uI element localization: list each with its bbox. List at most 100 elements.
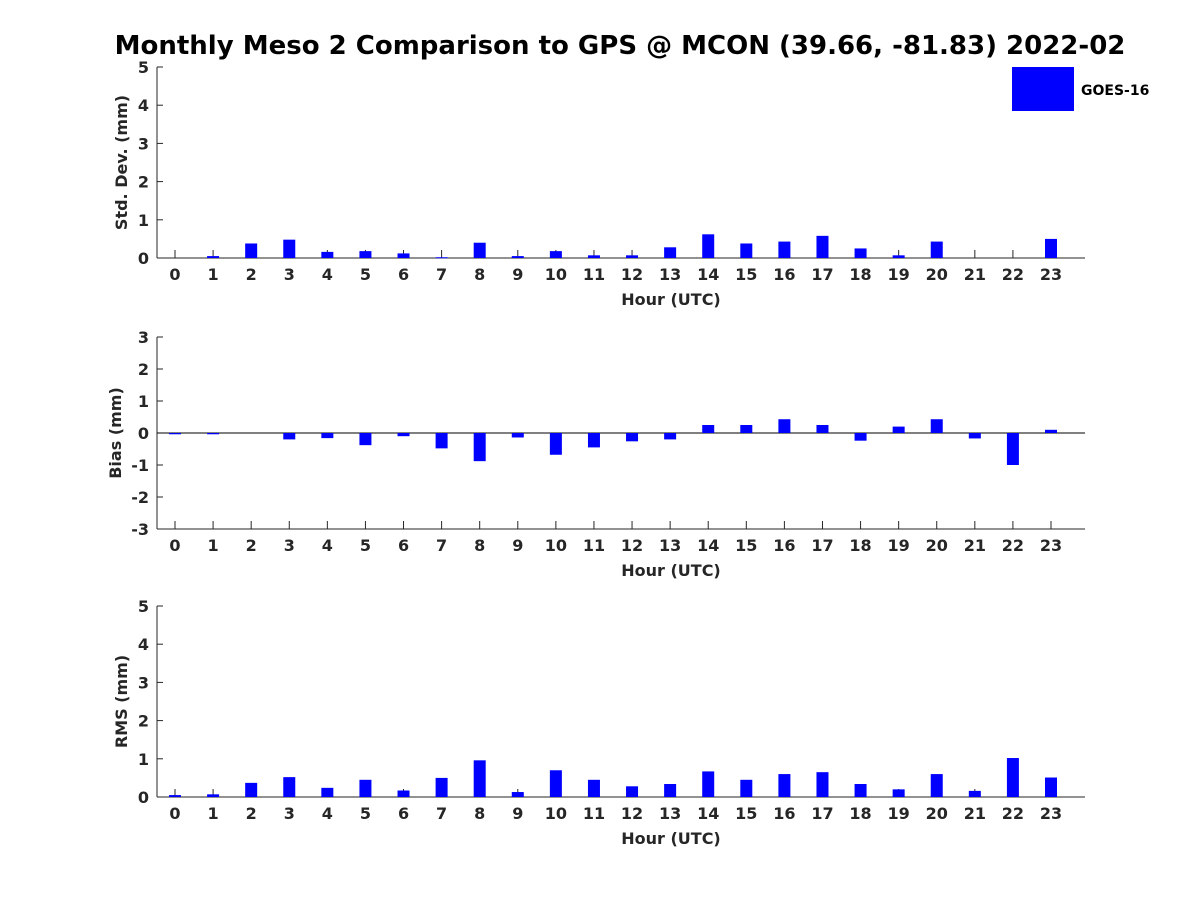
bias-x-tick-label: 17 — [811, 536, 833, 555]
rms-x-tick-label: 21 — [964, 804, 986, 823]
bias-y-tick-label: 1 — [138, 392, 149, 411]
rms-x-tick-label: 23 — [1040, 804, 1062, 823]
rms-bar — [1006, 758, 1019, 797]
bias-bar — [702, 425, 715, 433]
bias-x-tick-label: 6 — [398, 536, 409, 555]
rms-x-tick-label: 5 — [360, 804, 371, 823]
stddev-bar — [397, 253, 410, 258]
rms-y-tick-label: 1 — [138, 750, 149, 769]
rms-x-tick-label: 0 — [169, 804, 180, 823]
bias-bar — [816, 425, 829, 433]
stddev-x-tick-label: 1 — [208, 265, 219, 284]
rms-bar — [473, 760, 486, 797]
stddev-y-axis-label: Std. Dev. (mm) — [112, 95, 131, 230]
stddev-bar — [245, 243, 258, 258]
rms-x-tick-label: 16 — [773, 804, 795, 823]
stddev-bar — [207, 256, 220, 258]
stddev-x-tick-label: 21 — [964, 265, 986, 284]
bias-bar — [321, 433, 334, 439]
rms-bar — [892, 789, 905, 797]
bias-y-tick-label: 3 — [138, 328, 149, 347]
legend-label: GOES-16 — [1081, 83, 1149, 99]
rms-y-tick-label: 0 — [138, 788, 149, 807]
rms-x-tick-label: 3 — [284, 804, 295, 823]
bias-x-tick-label: 2 — [246, 536, 257, 555]
rms-bar — [435, 777, 448, 797]
bias-bar — [968, 433, 981, 439]
rms-bar — [702, 771, 715, 797]
stddev-x-tick-label: 14 — [697, 265, 719, 284]
stddev-y-tick-label: 0 — [138, 249, 149, 268]
rms-x-tick-label: 17 — [811, 804, 833, 823]
rms-bar — [930, 774, 943, 797]
bias-y-tick-label: -2 — [131, 488, 149, 507]
rms-bar — [169, 795, 181, 797]
stddev-bar — [435, 257, 448, 259]
bias-x-tick-label: 23 — [1040, 536, 1062, 555]
stddev-bar — [321, 251, 334, 258]
bias-x-axis-label: Hour (UTC) — [621, 561, 721, 580]
stddev-x-tick-label: 22 — [1002, 265, 1024, 284]
stddev-x-tick-label: 12 — [621, 265, 643, 284]
stddev-x-tick-label: 17 — [811, 265, 833, 284]
bias-bar — [549, 433, 562, 455]
rms-bar — [245, 782, 258, 797]
legend-swatch — [1012, 67, 1074, 111]
stddev-x-tick-label: 19 — [888, 265, 910, 284]
bias-x-tick-label: 20 — [926, 536, 948, 555]
bias-x-tick-label: 18 — [849, 536, 871, 555]
stddev-bar — [930, 241, 943, 258]
bias-x-tick-label: 8 — [474, 536, 485, 555]
rms-bar — [321, 787, 334, 797]
stddev-x-tick-label: 6 — [398, 265, 409, 284]
bias-bar — [359, 433, 372, 446]
rms-bar — [778, 774, 791, 797]
rms-x-tick-label: 10 — [545, 804, 567, 823]
rms-bar — [397, 790, 410, 797]
stddev-x-tick-label: 4 — [322, 265, 333, 284]
bias-x-tick-label: 16 — [773, 536, 795, 555]
rms-bar — [740, 779, 753, 797]
bias-bar — [511, 433, 524, 438]
rms-x-axis-label: Hour (UTC) — [621, 829, 721, 848]
bias-y-tick-label: -3 — [131, 520, 149, 539]
stddev-bar — [1045, 238, 1057, 258]
rms-bar — [207, 794, 220, 797]
stddev-y-tick-label: 5 — [138, 58, 149, 77]
stddev-x-tick-label: 5 — [360, 265, 371, 284]
rms-x-tick-label: 9 — [512, 804, 523, 823]
rms-bar — [283, 777, 296, 797]
bias-bar — [930, 419, 943, 433]
rms-x-tick-label: 20 — [926, 804, 948, 823]
bias-y-tick-label: -1 — [131, 456, 149, 475]
stddev-bar — [816, 235, 829, 258]
bias-x-tick-label: 21 — [964, 536, 986, 555]
rms-x-tick-label: 11 — [583, 804, 605, 823]
stddev-bar — [854, 248, 867, 258]
stddev-x-tick-label: 20 — [926, 265, 948, 284]
rms-bar — [968, 790, 981, 797]
bias-x-tick-label: 12 — [621, 536, 643, 555]
rms-x-tick-label: 8 — [474, 804, 485, 823]
bias-x-tick-label: 13 — [659, 536, 681, 555]
bias-bar — [626, 433, 639, 442]
stddev-y-tick-label: 4 — [138, 96, 149, 115]
bias-bar — [740, 425, 753, 433]
rms-bar — [626, 786, 639, 797]
stddev-bar — [283, 239, 296, 258]
stddev-x-tick-label: 10 — [545, 265, 567, 284]
bias-x-tick-label: 19 — [888, 536, 910, 555]
stddev-bar — [664, 247, 677, 258]
bias-x-tick-label: 7 — [436, 536, 447, 555]
rms-x-tick-label: 13 — [659, 804, 681, 823]
bias-bar — [778, 419, 791, 433]
rms-bar — [511, 792, 524, 797]
stddev-x-tick-label: 2 — [246, 265, 257, 284]
bias-x-tick-label: 15 — [735, 536, 757, 555]
bias-y-axis-label: Bias (mm) — [106, 387, 125, 479]
stddev-x-tick-label: 7 — [436, 265, 447, 284]
bias-bar — [207, 433, 220, 435]
bias-bar — [664, 433, 677, 440]
